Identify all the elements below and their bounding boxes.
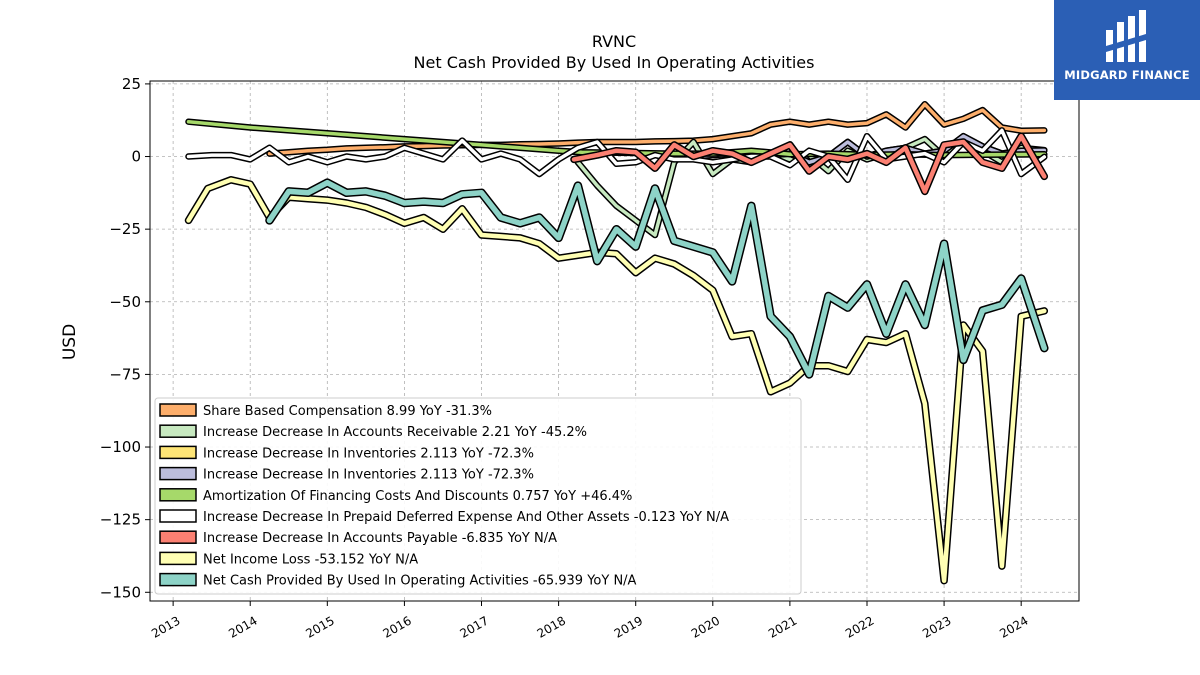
series-line-0 — [266, 100, 1048, 157]
legend-entry: Net Income Loss -53.152 YoY N/A — [203, 552, 418, 567]
y-tick-label: −150 — [100, 583, 141, 601]
legend-swatch — [159, 551, 197, 566]
legend-entry: Increase Decrease In Accounts Payable -6… — [203, 531, 557, 546]
x-tick-label: 2024 — [997, 613, 1030, 640]
x-tick-label: 2013 — [149, 613, 182, 640]
brand-name: MIDGARD FINANCE — [1064, 68, 1190, 82]
brand-logo: MIDGARD FINANCE — [1054, 0, 1200, 100]
y-tick-label: −75 — [109, 365, 141, 383]
y-tick-label: −100 — [100, 438, 141, 456]
x-tick-label: 2016 — [380, 613, 413, 640]
y-tick-label: −50 — [109, 293, 141, 311]
series-core — [571, 133, 1047, 194]
series-core — [266, 179, 1048, 378]
series-line-8 — [265, 178, 1049, 379]
legend-entry: Increase Decrease In Accounts Receivable… — [203, 425, 587, 440]
legend-swatch — [159, 572, 197, 587]
x-tick-label: 2014 — [226, 613, 259, 640]
y-tick-label: 0 — [131, 148, 141, 166]
chart-subtitle: Net Cash Provided By Used In Operating A… — [414, 53, 815, 72]
x-tick-label: 2023 — [920, 613, 953, 640]
x-tick-label: 2017 — [458, 613, 491, 640]
legend-entry: Share Based Compensation 8.99 YoY -31.3% — [203, 404, 492, 419]
chart-title: RVNC — [592, 32, 636, 51]
series-core — [267, 102, 1047, 156]
series-line-5 — [185, 127, 1048, 184]
series-line-7 — [184, 176, 1049, 585]
x-tick-label: 2019 — [612, 613, 645, 640]
legend-swatch — [159, 424, 197, 438]
series-core — [186, 128, 1047, 182]
plot-frame — [149, 80, 1080, 602]
legend-entry: Net Cash Provided By Used In Operating A… — [203, 574, 637, 589]
legend-swatch — [159, 403, 197, 417]
x-tick-label: 2018 — [535, 613, 568, 640]
legend-swatch — [159, 445, 197, 460]
legend-frame — [154, 397, 802, 595]
legend-swatch — [159, 530, 197, 544]
legend-swatch — [159, 509, 197, 523]
legend-entry: Increase Decrease In Prepaid Deferred Ex… — [203, 510, 729, 525]
series-core — [186, 177, 1047, 583]
legend-entry: Increase Decrease In Inventories 2.113 Y… — [203, 446, 534, 461]
legend-swatch — [159, 466, 197, 481]
y-tick-label: 25 — [122, 75, 141, 93]
y-tick-label: −125 — [100, 511, 141, 529]
midgard-logo-icon — [1106, 10, 1146, 62]
series-line-6 — [570, 132, 1049, 196]
legend-entry: Increase Decrease In Inventories 2.113 Y… — [203, 468, 534, 483]
y-tick-label: −25 — [109, 220, 141, 238]
x-tick-label: 2015 — [303, 613, 336, 640]
y-axis-label: USD — [60, 324, 80, 360]
legend-swatch — [159, 488, 197, 502]
legend: Share Based Compensation 8.99 YoY -31.3%… — [154, 397, 802, 595]
legend-entry: Amortization Of Financing Costs And Disc… — [203, 489, 632, 504]
x-tick-label: 2021 — [766, 613, 799, 640]
x-tick-label: 2020 — [689, 613, 722, 640]
x-tick-label: 2022 — [843, 613, 876, 640]
